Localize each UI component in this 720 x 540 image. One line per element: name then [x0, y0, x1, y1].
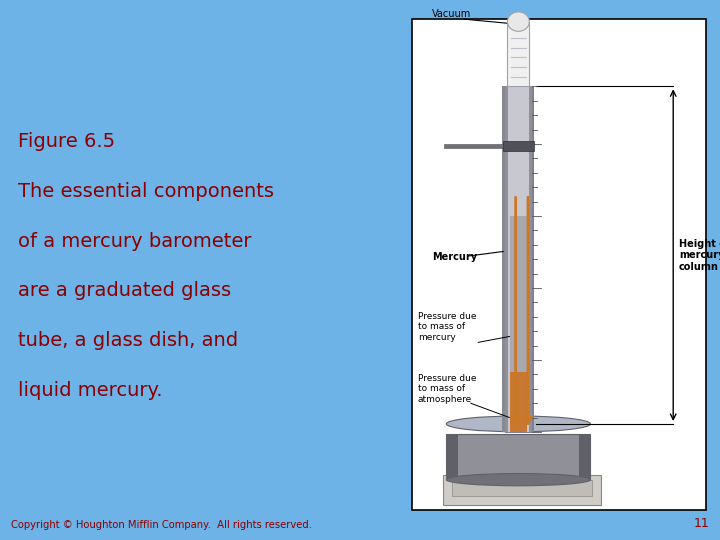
Text: tube, a glass dish, and: tube, a glass dish, and	[18, 331, 238, 350]
Text: Mercury: Mercury	[433, 252, 477, 261]
Bar	[505, 86, 508, 432]
Bar	[446, 434, 590, 480]
Bar	[444, 144, 505, 148]
Text: Height of
mercury
column: Height of mercury column	[679, 239, 720, 272]
Bar	[443, 475, 601, 505]
Bar	[532, 86, 534, 432]
Bar	[502, 86, 505, 432]
Bar	[528, 86, 532, 432]
Bar	[508, 22, 529, 86]
Bar	[579, 434, 590, 480]
Text: 11: 11	[693, 517, 709, 530]
Text: Figure 6.5: Figure 6.5	[18, 132, 115, 151]
Text: The essential components: The essential components	[18, 182, 274, 201]
Text: are a graduated glass: are a graduated glass	[18, 281, 231, 300]
Ellipse shape	[508, 12, 529, 31]
Bar	[510, 372, 527, 432]
Bar	[503, 141, 534, 151]
Text: of a mercury barometer: of a mercury barometer	[18, 232, 251, 251]
Text: Pressure due
to mass of
atmosphere: Pressure due to mass of atmosphere	[418, 374, 476, 404]
Text: Copyright © Houghton Mifflin Company.  All rights reserved.: Copyright © Houghton Mifflin Company. Al…	[11, 520, 312, 530]
Text: Pressure due
to mass of
mercury: Pressure due to mass of mercury	[418, 312, 476, 342]
Bar	[452, 480, 592, 496]
Ellipse shape	[446, 474, 590, 486]
Bar	[412, 19, 706, 510]
Bar	[505, 86, 532, 432]
Bar	[510, 216, 527, 378]
Ellipse shape	[446, 416, 590, 432]
Bar	[446, 434, 458, 480]
Text: liquid mercury.: liquid mercury.	[18, 381, 163, 400]
Text: Vacuum: Vacuum	[433, 9, 472, 19]
